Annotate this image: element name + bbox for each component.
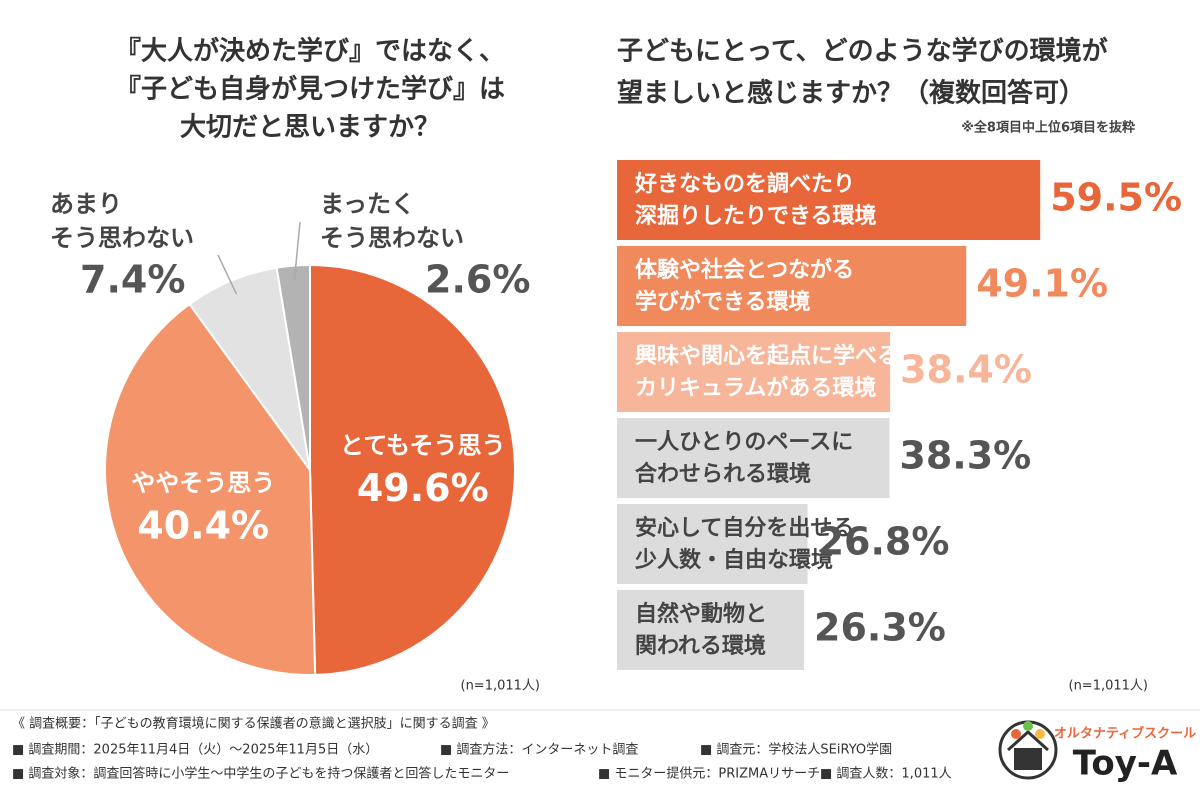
footer-item: ■ 調査元：学校法人SEiRYO学園: [700, 742, 892, 758]
slice-label: そう思わない: [320, 224, 464, 252]
bar-label: カリキュラムがある環境: [635, 375, 876, 401]
chart-title: 子どもにとって、どのような学びの環境が: [617, 36, 1108, 67]
bar-label: 深掘りしたりできる環境: [635, 203, 877, 229]
logo-name: Toy-A: [1073, 744, 1178, 784]
bar-label: 関われる環境: [635, 633, 766, 659]
slice-label: ややそう思う: [131, 469, 275, 497]
slice-value: 2.6%: [425, 258, 530, 302]
value-label: 49.1%: [976, 262, 1108, 306]
bar-label: 自然や動物と: [635, 601, 767, 627]
slice-value: 49.6%: [357, 466, 489, 510]
value-label: 38.3%: [899, 434, 1031, 478]
bar: [617, 504, 808, 584]
slice-value: 40.4%: [137, 504, 269, 548]
logo-icon: [998, 720, 1058, 780]
footer-item: ■ 調査期間：2025年11月4日（火）～2025年11月5日（水）: [12, 743, 378, 758]
slice-label: とてもそう思う: [340, 432, 506, 460]
chart-title: 『子ども自身が見つけた学び』は: [115, 74, 505, 105]
pie-slice: [104, 302, 317, 676]
bar-label: 体験や社会とつながる: [635, 257, 854, 283]
bar: [617, 160, 1041, 240]
footer-item: ■ 調査人数：1,011人: [820, 767, 952, 782]
sample-note: (n=1,011人): [1069, 679, 1149, 694]
bar: [617, 246, 967, 326]
bar-label: 好きなものを調べたり: [634, 171, 855, 197]
bar-label: 学びができる環境: [635, 289, 811, 315]
value-label: 26.8%: [818, 520, 950, 564]
pie-slice: [309, 263, 516, 676]
bar-label: 合わせられる環境: [635, 461, 811, 487]
bar: [617, 590, 805, 670]
slice-label: そう思わない: [50, 224, 194, 252]
leader-line: [293, 221, 301, 281]
footer-item: ■ 調査対象：調査回答時に小学生～中学生の子どもを持つ保護者と回答したモニター: [12, 766, 509, 782]
chart-title: 『大人が決めた学び』ではなく、: [115, 36, 505, 67]
chart-title: 望ましいと感じますか？（複数回答可）: [617, 78, 1085, 109]
value-label: 38.4%: [900, 348, 1032, 392]
bar-label: 興味や関心を起点に学べる: [635, 343, 899, 369]
bar-label: 一人ひとりのペースに: [635, 430, 853, 455]
bar-label: 安心して自分を出せる: [635, 515, 854, 541]
slice-value: 7.4%: [80, 258, 185, 302]
footer-heading: 《 調査概要：「子どもの教育環境に関する保護者の意識と選択肢」に関する調査 》: [12, 716, 495, 732]
footer-item: ■ 調査方法：インターネット調査: [440, 742, 638, 758]
footer-item: ■ モニター提供元：PRIZMAリサーチ: [598, 766, 820, 782]
sample-note: (n=1,011人): [461, 679, 541, 694]
bar-label: 少人数・自由な環境: [634, 547, 833, 573]
chart-title: 大切だと思いますか？: [180, 113, 440, 143]
bar: [617, 418, 890, 498]
slice-label: あまり: [50, 190, 122, 218]
value-label: 59.5%: [1050, 176, 1182, 220]
leader-line: [217, 254, 238, 295]
slice-label: まったく: [320, 190, 415, 218]
chart-subtitle: ※全8項目中上位6項目を抜粋: [961, 120, 1135, 136]
pie-slice: [275, 263, 311, 471]
bar: [617, 332, 891, 412]
value-label: 26.3%: [814, 606, 946, 650]
logo-tagline: オルタナティブスクール: [1054, 726, 1196, 742]
